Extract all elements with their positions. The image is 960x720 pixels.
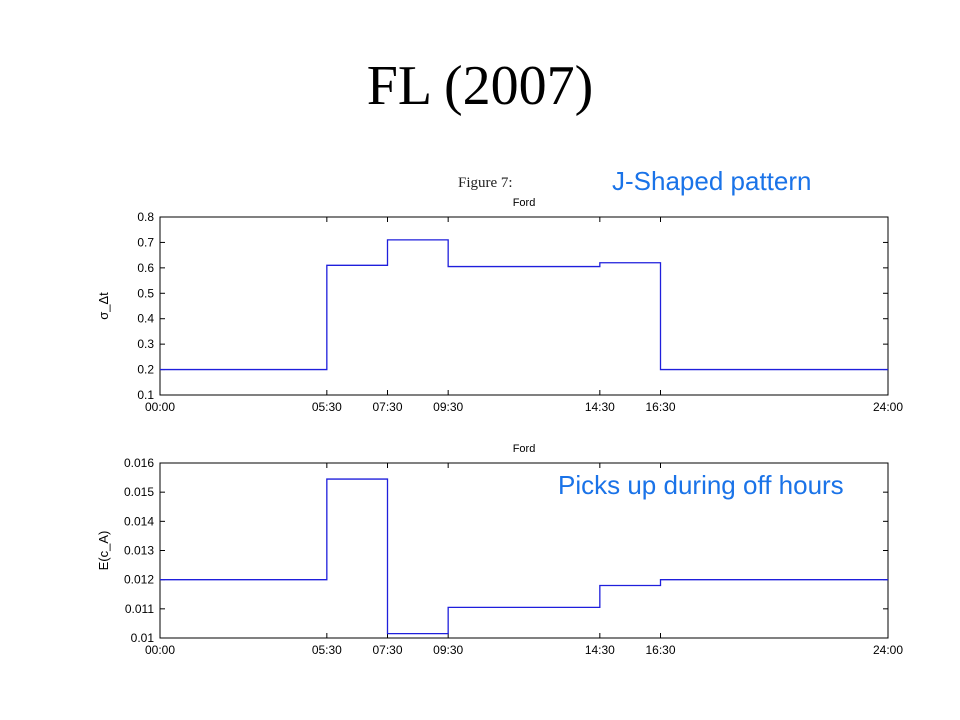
figure-caption: Figure 7:	[458, 175, 513, 191]
chart-title: Ford	[513, 197, 536, 209]
x-tick-label: 00:00	[145, 643, 175, 657]
y-axis-label: σ_Δt	[96, 292, 111, 320]
y-tick-label: 0.8	[137, 210, 154, 224]
y-tick-label: 0.7	[137, 235, 154, 249]
y-tick-label: 0.4	[137, 312, 154, 326]
chart-2: Ford 0.01 0.011 0.012 0.013 0.014 0.015 0.016 00…	[96, 443, 903, 657]
x-tick-label: 24:00	[873, 643, 903, 657]
y-tick-label: 0.015	[124, 485, 154, 499]
series-line	[160, 239, 888, 371]
slide-title: FL (2007)	[366, 55, 594, 117]
x-tick-label: 16:30	[645, 400, 675, 414]
x-tick-label: 14:30	[585, 400, 615, 414]
x-tick-label: 24:00	[873, 400, 903, 414]
x-tick-label: 05:30	[312, 643, 342, 657]
x-tick-label: 00:00	[145, 400, 175, 414]
annotation-off-hours: Picks up during off hours	[558, 470, 844, 500]
y-tick-label: 0.016	[124, 456, 154, 470]
annotation-j-shaped: J-Shaped pattern	[612, 166, 812, 196]
y-tick-label: 0.011	[125, 602, 154, 616]
x-tick-label: 14:30	[585, 643, 615, 657]
chart-title: Ford	[513, 443, 536, 455]
y-tick-label: 0.2	[137, 363, 154, 377]
y-tick-label: 0.1	[137, 388, 154, 402]
y-tick-label: 0.012	[124, 573, 154, 587]
x-tick-label: 09:30	[433, 400, 463, 414]
y-tick-label: 0.013	[124, 544, 154, 558]
y-tick-label: 0.5	[137, 286, 154, 300]
y-axis-label: E(c_A)	[96, 531, 111, 571]
y-tick-label: 0.3	[137, 337, 154, 351]
y-tick-label: 0.01	[131, 631, 155, 645]
x-tick-label: 05:30	[312, 400, 342, 414]
x-tick-label: 09:30	[433, 643, 463, 657]
series-line	[160, 478, 888, 635]
x-tick-label: 07:30	[372, 643, 402, 657]
y-tick-label: 0.6	[137, 261, 154, 275]
x-tick-label: 16:30	[645, 643, 675, 657]
plot-frame	[159, 216, 889, 396]
chart-1: Ford 0.1 0.2 0.3 0.4 0.5 0.6 0.7 0.8 00:00 05:30 07…	[96, 197, 903, 414]
plot-frame	[159, 462, 889, 639]
y-tick-label: 0.014	[124, 514, 154, 528]
x-tick-label: 07:30	[372, 400, 402, 414]
